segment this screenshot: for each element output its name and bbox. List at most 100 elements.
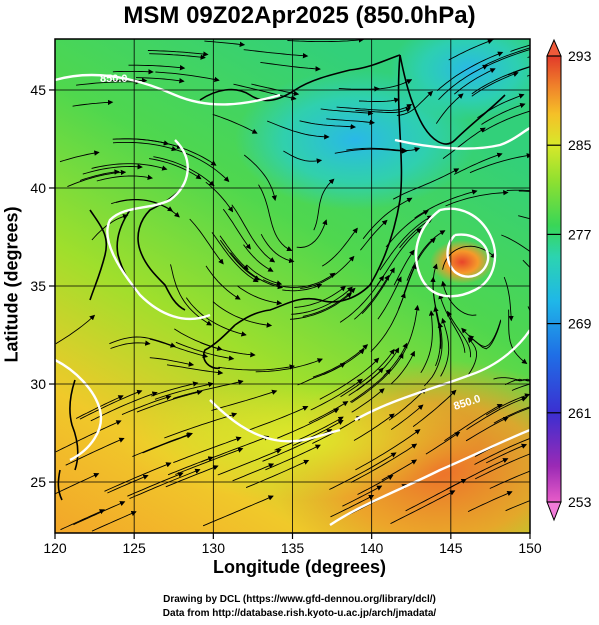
streamline — [55, 420, 122, 453]
streamline — [385, 210, 429, 248]
streamline — [299, 120, 356, 130]
streamline — [202, 495, 274, 527]
streamline — [454, 68, 496, 95]
streamline — [72, 99, 114, 107]
streamline — [260, 233, 295, 264]
streamline — [348, 367, 384, 396]
streamline — [297, 362, 346, 386]
streamline — [308, 401, 349, 424]
streamline — [91, 163, 168, 171]
streamline — [292, 419, 344, 446]
streamline — [136, 389, 203, 413]
streamline — [351, 352, 404, 404]
streamline — [453, 152, 503, 175]
cold-region-northeast — [390, 39, 530, 120]
colorbar-tick-label: 285 — [568, 137, 592, 153]
footer-credit-data: Data from http://database.rish.kyoto-u.a… — [162, 608, 437, 619]
streamline — [132, 432, 193, 458]
streamline — [508, 309, 528, 365]
streamline — [329, 452, 397, 490]
streamline — [205, 265, 241, 300]
streamline — [506, 189, 530, 191]
streamline — [503, 276, 514, 322]
streamline — [442, 127, 486, 159]
plot-area: 850.0 850.0 — [55, 39, 530, 533]
y-axis-ticks: 25 30 35 40 45 — [30, 82, 55, 490]
streamline — [436, 51, 504, 92]
streamline — [243, 154, 277, 201]
map-title: MSM 09Z02Apr2025 (850.0hPa) — [123, 2, 476, 29]
streamline — [128, 64, 186, 71]
streamline — [173, 436, 242, 464]
streamline — [149, 53, 206, 60]
streamline — [104, 462, 172, 492]
x-axis-ticks: 120 125 130 135 140 145 150 — [43, 533, 542, 556]
streamline — [110, 340, 151, 349]
streamline — [151, 381, 199, 397]
graticule — [55, 39, 530, 533]
streamline — [260, 61, 321, 72]
streamline — [362, 197, 413, 240]
streamline — [282, 283, 323, 292]
streamline — [112, 141, 178, 152]
streamline — [204, 40, 246, 48]
x-tick-label: 125 — [122, 540, 146, 556]
streamline — [371, 147, 421, 153]
streamline — [274, 416, 344, 451]
streamline — [377, 276, 402, 320]
streamline — [79, 389, 143, 420]
streamline — [219, 235, 249, 271]
streamline — [388, 388, 427, 421]
streamline — [390, 404, 424, 430]
streamline — [153, 156, 215, 187]
streamline — [205, 181, 234, 213]
streamline — [440, 280, 477, 316]
streamline — [127, 472, 184, 497]
streamline — [222, 208, 251, 250]
streamline — [313, 178, 335, 231]
streamline — [267, 120, 330, 140]
streamline — [277, 408, 340, 439]
streamline — [399, 218, 433, 249]
streamline — [112, 138, 170, 146]
streamline — [155, 71, 220, 83]
streamline — [112, 69, 154, 75]
x-axis-title: Longitude (degrees) — [212, 557, 386, 577]
streamline — [326, 118, 375, 126]
streamline — [381, 459, 418, 481]
streamline — [321, 227, 358, 267]
streamline — [342, 485, 383, 507]
streamline — [484, 47, 530, 66]
colorbar: 293 285 277 269 261 253 — [546, 38, 592, 522]
streamline — [149, 338, 209, 359]
streamline — [355, 429, 421, 471]
streamline — [507, 66, 530, 76]
streamline — [107, 474, 149, 494]
streamline — [283, 150, 323, 164]
streamline — [518, 215, 530, 220]
y-tick-label: 25 — [30, 474, 46, 490]
streamline — [446, 458, 509, 490]
streamline — [390, 490, 456, 525]
streamline — [406, 230, 446, 281]
streamline — [399, 304, 420, 359]
streamline — [466, 396, 528, 430]
streamline — [482, 110, 530, 133]
streamline — [330, 494, 375, 518]
streamline — [218, 364, 295, 371]
streamline — [440, 317, 450, 377]
streamline — [353, 413, 395, 441]
x-tick-label: 140 — [360, 540, 384, 556]
streamline — [511, 383, 530, 391]
streamline — [355, 107, 412, 113]
streamline — [445, 190, 509, 207]
streamline — [296, 219, 328, 248]
streamline — [420, 310, 435, 374]
streamline — [73, 501, 126, 526]
streamline — [461, 320, 502, 350]
streamline — [444, 403, 503, 442]
streamline — [423, 322, 444, 387]
streamline — [96, 174, 153, 182]
streamline — [357, 475, 394, 495]
colorbar-tick-label: 261 — [568, 405, 592, 421]
